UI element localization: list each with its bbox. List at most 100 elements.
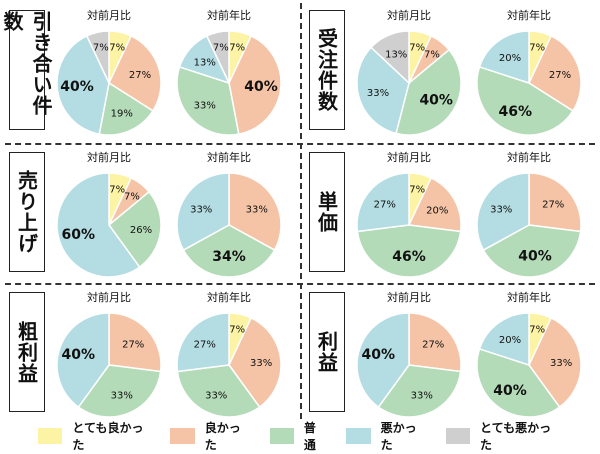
data-label: 26% [130,225,152,236]
pie-title: 対前年比 [207,150,251,164]
data-label: 33% [111,391,133,402]
pie-slice-very-bad [205,30,230,84]
metric-label-box: 受注件数 [309,10,345,130]
legend-swatch [38,428,63,444]
legend-item: とても良かった [38,419,150,453]
data-label: 33% [250,358,272,369]
data-label: 27% [374,200,396,211]
pie-title: 対前月比 [387,150,431,164]
data-label: 33% [490,205,512,216]
pie-chart: 対前年比 7% 27% 46% 20% [476,8,582,136]
data-label: 46% [392,249,426,265]
metric-label: 受注件数 [314,28,339,112]
pie-chart: 対前年比 27% 40% 33% [476,150,582,278]
pie-title: 対前年比 [207,8,251,22]
pie-title: 対前月比 [387,8,431,22]
data-label: 7% [229,43,245,54]
data-label: 7% [124,191,140,202]
chart-panel: 売り上げ 対前月比 7% 7% 26% 60% 対前年比 33% 34% 33% [0,142,300,282]
vertical-divider [300,3,302,419]
pie-title: 対前月比 [87,150,131,164]
pie-chart: 対前月比 7%7% 26% 60% [56,150,162,278]
metric-label-box: 粗利益 [9,292,45,412]
pie-slice-bad [478,312,530,367]
pie-chart: 対前月比 7% 27% 19% 40% 7% [56,8,162,136]
data-label: 33% [205,391,227,402]
horizontal-divider-2 [5,283,595,285]
data-label: 27% [122,340,144,351]
legend-item: 良かった [170,419,249,453]
chart-panel: 受注件数 対前月比 7% 7% 40% 33% 13% 対前年比 7% 27% 46% 20% [300,0,600,140]
pie-slice-very-bad [85,30,110,84]
data-label: 7% [109,43,125,54]
legend-label: 悪かった [380,421,417,452]
pie-slice-normal [476,347,561,418]
pie-slice-normal [107,190,162,269]
metric-label: 売り上げ [14,170,39,254]
pie-slice-bad [356,172,410,233]
legend-swatch [170,428,195,444]
data-label: 33% [194,100,216,111]
pie-slice-good [228,172,282,252]
data-label: 33% [367,88,389,99]
pie-slice-bad [176,172,230,252]
pie-slice-bad [356,46,410,135]
pie-slice-bad [356,312,410,409]
pie-slice-normal [356,224,462,278]
pie-slice-good [528,316,582,409]
horizontal-divider-1 [5,143,595,145]
data-label: 40% [60,79,94,95]
pie-slice-bad [478,30,530,85]
data-label: 20% [426,206,448,217]
data-label: 33% [550,358,572,369]
chart-panel: 利益 対前月比 27% 33% 40% 対前年比 7% 33% 40% 20% [300,282,600,422]
legend-item: 悪かった [346,419,425,453]
pie-title: 対前月比 [87,290,131,304]
data-label: 33% [411,391,433,402]
data-label: 46% [499,104,533,120]
pie-slice-normal [77,364,162,418]
pie-slice-good [228,316,282,409]
pie-slice-normal [176,364,261,418]
data-label: 7% [93,43,109,54]
legend-item: とても悪かった [445,419,558,453]
data-label: 27% [129,70,151,81]
pie-chart: 対前年比 7% 33% 40% 20% [476,290,582,418]
data-label: 40% [244,79,278,95]
pie-chart: 対前年比 33% 34% 33% [176,150,282,278]
pie-slice-normal [98,81,154,136]
data-label: 7% [409,185,425,196]
chart-panel: 粗利益 対前月比 27% 33% 40% 対前年比 7% 33% 33% 27% [0,282,300,422]
data-label: 20% [499,335,521,346]
pie-chart: 対前月比 7%20% 46% 27% [356,150,462,278]
pie-chart: 対前月比 27% 33% 40% [356,290,462,418]
pie-slice-very-bad [370,30,410,85]
data-label: 7% [529,325,545,336]
chart-panel: 引き合い件数 対前月比 7% 27% 19% 40% 7% 対前年比 7% 40% 33% 13% 7% [0,0,300,140]
metric-label: 利益 [314,331,339,373]
data-label: 40% [62,347,96,363]
metric-label-box: 売り上げ [9,152,45,272]
data-label: 7% [109,185,125,196]
pie-slice-good [407,176,462,233]
legend-label: とても良かった [72,421,144,452]
pie-title: 対前年比 [207,290,251,304]
data-label: 20% [499,53,521,64]
pie-slice-good [228,34,282,135]
legend-label: 普通 [303,421,316,452]
pie-slice-good [528,172,582,233]
pie-chart: 対前年比 7% 33% 33% 27% [176,290,282,418]
legend-swatch [346,428,371,444]
legend-label: 良かった [204,421,241,452]
pie-slice-bad [56,34,110,135]
pie-slice-normal [476,65,574,136]
data-label: 7% [529,43,545,54]
legend-swatch [445,428,471,444]
pie-slice-normal [176,65,240,136]
pie-slice-bad [56,172,141,278]
metric-label: 単価 [314,191,339,233]
chart-panel: 単価 対前月比 7% 20% 46% 27% 対前年比 27% 40% 33% [300,142,600,282]
legend-item: 普通 [269,419,327,453]
pie-slice-bad [56,312,110,409]
data-label: 60% [62,227,96,243]
